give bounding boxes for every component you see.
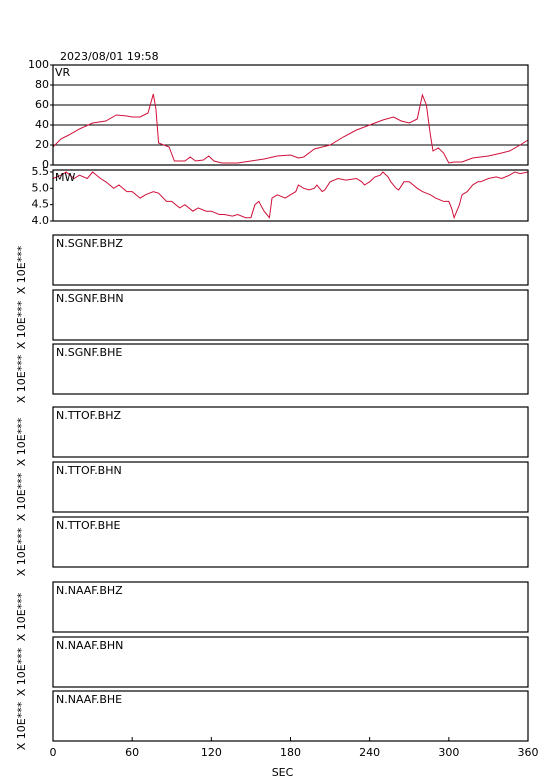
y-axis-label: X 10E*** [15,300,28,349]
y-axis-label: X 10E*** [15,527,28,576]
panel-label: N.SGNF.BHE [56,346,122,359]
y-axis-label: X 10E*** [15,472,28,521]
panel-label: N.TTOF.BHE [56,519,121,532]
data-line [52,93,529,164]
panel-frame [52,690,529,742]
panel-frame [52,636,529,688]
chart-title: 2023/08/01 19:58 [60,50,159,63]
y-tick-label: 5.5 [32,165,50,178]
panel-label: N.NAAF.BHE [56,693,122,706]
x-tick-label: 60 [125,746,139,759]
panel-label: N.TTOF.BHZ [56,409,122,422]
y-tick-label: 20 [35,138,49,151]
panel-label: MW [55,171,75,184]
panel-frame [52,169,529,222]
x-tick-label: 0 [50,746,57,759]
y-tick-label: 100 [28,58,49,71]
panel-frame [52,581,529,633]
panel-label: N.NAAF.BHN [56,639,123,652]
y-axis-label: X 10E*** [15,592,28,641]
panel-frame [52,343,529,395]
y-tick-label: 80 [35,78,49,91]
panel-label: N.SGNF.BHN [56,292,124,305]
y-axis-label: X 10E*** [15,647,28,696]
y-tick-label: 4.0 [32,214,50,227]
panel-label: N.SGNF.BHZ [56,237,123,250]
data-line [52,171,529,220]
panel-frame [52,461,529,513]
panel-frame [52,64,529,166]
panel-frame [52,234,529,286]
panel-frame [52,289,529,341]
panel-label: N.TTOF.BHN [56,464,122,477]
panel-label: VR [55,66,71,79]
y-tick-label: 60 [35,98,49,111]
y-tick-label: 4.5 [32,198,50,211]
y-tick-label: 40 [35,118,49,131]
x-tick-label: 300 [438,746,459,759]
x-tick-label: 180 [280,746,301,759]
panel-label: N.NAAF.BHZ [56,584,123,597]
y-tick-label: 5.0 [32,181,50,194]
x-tick-label: 360 [518,746,539,759]
x-tick-label: 240 [359,746,380,759]
y-axis-label: X 10E*** [15,417,28,466]
x-axis-label: SEC [272,766,294,779]
x-tick-label: 120 [201,746,222,759]
y-axis-label: X 10E*** [15,701,28,750]
panel-frame [52,516,529,568]
panel-frame [52,406,529,458]
y-axis-label: X 10E*** [15,245,28,294]
y-tick-label: 0 [42,158,49,171]
y-axis-label: X 10E*** [15,354,28,403]
